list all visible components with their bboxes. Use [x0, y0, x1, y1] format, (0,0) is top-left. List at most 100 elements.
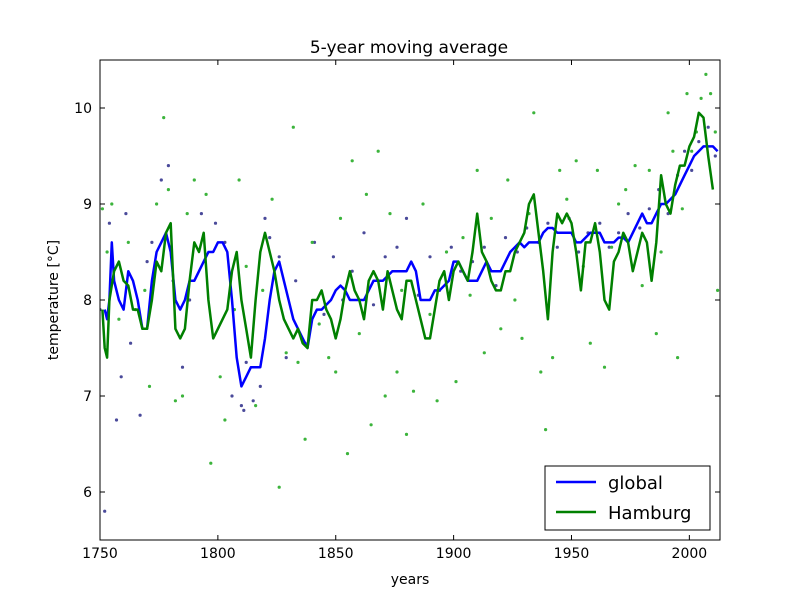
scatter-point-hamburg: [475, 168, 479, 172]
scatter-point-hamburg: [680, 207, 684, 211]
scatter-point-hamburg: [291, 125, 295, 129]
scatter-point-hamburg: [254, 404, 258, 408]
x-tick-label: 1950: [554, 546, 590, 562]
scatter-point-hamburg: [671, 149, 675, 153]
scatter-point-global: [138, 413, 142, 417]
scatter-point-hamburg: [520, 336, 524, 340]
scatter-point-hamburg: [633, 164, 637, 168]
scatter-point-global: [331, 255, 335, 259]
scatter-point-hamburg: [624, 188, 628, 192]
scatter-point-hamburg: [489, 216, 493, 220]
scatter-point-hamburg: [185, 212, 189, 216]
x-tick-label: 1800: [200, 546, 236, 562]
scatter-point-hamburg: [454, 380, 458, 384]
scatter-point-hamburg: [395, 370, 399, 374]
scatter-point-global: [690, 168, 694, 172]
scatter-point-hamburg: [544, 428, 548, 432]
scatter-point-hamburg: [284, 351, 288, 355]
scatter-point-global: [617, 231, 621, 235]
chart-title: 5-year moving average: [310, 38, 508, 58]
scatter-point-global: [706, 125, 710, 129]
scatter-point-hamburg: [117, 317, 121, 321]
scatter-point-global: [607, 245, 611, 249]
scatter-point-hamburg: [303, 437, 307, 441]
scatter-point-hamburg: [244, 264, 248, 268]
scatter-point-hamburg: [105, 250, 109, 254]
scatter-point-global: [697, 140, 701, 144]
scatter-point-hamburg: [369, 423, 373, 427]
scatter-point-hamburg: [180, 394, 185, 398]
scatter-point-hamburg: [468, 293, 472, 297]
scatter-point-hamburg: [539, 370, 543, 374]
scatter-point-global: [277, 255, 281, 259]
x-axis-label: years: [391, 572, 430, 588]
scatter-point-global: [546, 221, 550, 225]
scatter-point-hamburg: [565, 197, 569, 201]
x-tick-label: 1900: [436, 546, 472, 562]
scatter-point-global: [124, 212, 128, 216]
scatter-point-hamburg: [513, 298, 517, 302]
y-tick-label: 7: [83, 389, 92, 405]
scatter-point-hamburg: [317, 322, 321, 326]
scatter-point-hamburg: [690, 149, 694, 153]
scatter-point-hamburg: [461, 236, 465, 240]
scatter-point-global: [638, 226, 642, 230]
scatter-point-global: [503, 236, 508, 240]
scatter-point-global: [213, 221, 218, 225]
scatter-point-hamburg: [654, 332, 658, 336]
scatter-point-global: [383, 255, 387, 259]
scatter-point-hamburg: [699, 96, 703, 100]
scatter-point-hamburg: [435, 399, 439, 403]
scatter-point-global: [180, 365, 185, 369]
scatter-point-global: [230, 394, 234, 398]
scatter-point-hamburg: [595, 168, 600, 172]
x-tick-label: 2000: [672, 546, 708, 562]
scatter-point-hamburg: [100, 207, 104, 211]
y-tick-label: 9: [83, 197, 92, 213]
scatter-point-hamburg: [209, 461, 213, 465]
scatter-point-hamburg: [666, 111, 670, 115]
scatter-point-hamburg: [147, 384, 152, 388]
scatter-point-hamburg: [166, 188, 170, 192]
scatter-point-global: [159, 178, 163, 182]
scatter-point-hamburg: [350, 159, 354, 163]
scatter-point-global: [598, 221, 602, 225]
scatter-point-hamburg: [192, 178, 196, 182]
scatter-point-hamburg: [345, 452, 350, 456]
scatter-point-hamburg: [588, 341, 592, 345]
scatter-point-global: [166, 164, 170, 168]
scatter-point-hamburg: [357, 332, 361, 336]
scatter-point-hamburg: [364, 192, 368, 196]
scatter-point-hamburg: [428, 312, 432, 316]
scatter-point-hamburg: [709, 92, 713, 96]
scatter-point-hamburg: [610, 245, 614, 249]
scatter-point-hamburg: [223, 418, 227, 422]
scatter-point-global: [555, 245, 559, 249]
y-tick-label: 8: [83, 293, 92, 309]
scatter-point-global: [713, 154, 717, 158]
scatter-point-global: [145, 260, 149, 264]
scatter-point-hamburg: [411, 389, 416, 393]
scatter-point-hamburg: [126, 240, 130, 244]
scatter-point-global: [482, 245, 486, 249]
scatter-point-global: [404, 216, 409, 220]
scatter-point-global: [371, 303, 376, 307]
scatter-point-hamburg: [617, 202, 621, 206]
scatter-point-global: [103, 509, 107, 513]
scatter-point-global: [239, 404, 243, 408]
scatter-point-global: [258, 384, 262, 388]
scatter-point-global: [251, 399, 255, 403]
scatter-point-hamburg: [388, 212, 392, 216]
scatter-point-hamburg: [162, 116, 166, 120]
scatter-point-hamburg: [237, 178, 241, 182]
scatter-point-hamburg: [444, 250, 449, 254]
scatter-point-global: [244, 360, 248, 364]
scatter-point-global: [242, 408, 246, 412]
series-line-hamburg: [101, 111, 715, 359]
scatter-point-global: [107, 221, 111, 225]
x-tick-label: 1750: [82, 546, 118, 562]
scatter-point-hamburg: [676, 356, 680, 360]
scatter-point-global: [428, 255, 432, 259]
scatter-point-global: [119, 375, 123, 379]
